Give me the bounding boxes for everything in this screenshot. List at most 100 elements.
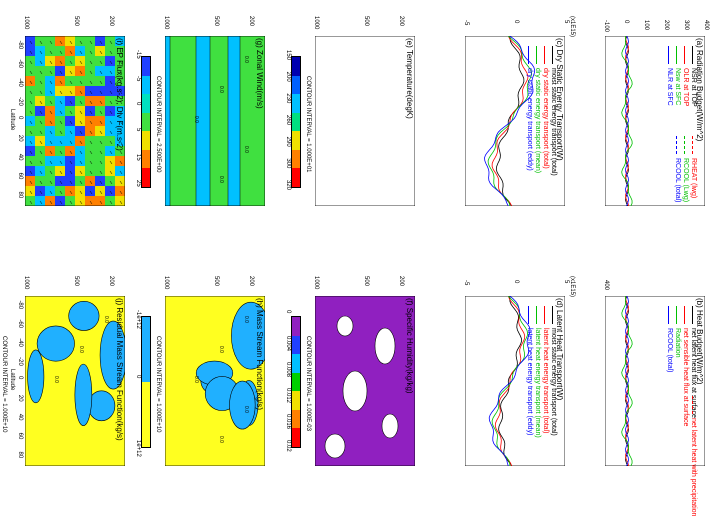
- colorbar-tick-label: -5: [135, 76, 141, 82]
- colorbar: [291, 316, 301, 448]
- legend-text: NLR at SFC: [666, 68, 673, 106]
- stream-cell: [74, 363, 93, 426]
- legend-text: dry static energy transport (total): [542, 68, 549, 169]
- legend-entry: RCOOL (Lwg): [681, 136, 689, 202]
- ep-flux-arrow: [89, 50, 93, 55]
- ep-flux-arrow: [119, 190, 123, 195]
- legend-swatch: [676, 306, 677, 324]
- colorbar-swatch: [142, 131, 150, 150]
- panel-g: 0.0 0.0 0.0 0.0 0.0: [122, 35, 266, 207]
- colorbar-swatch: [142, 57, 150, 76]
- legend-entry: latent heat energy transport (eddy): [525, 306, 533, 438]
- ep-flux-arrow: [49, 160, 53, 165]
- legend: NSR at TOP OLR at TOP Nsw at SFC NLR at SFC: [665, 46, 697, 107]
- x-tick-label: 0: [17, 116, 23, 120]
- series-line-3: [625, 295, 629, 467]
- y-tick-label: 0: [513, 20, 519, 24]
- x-axis-label: Latitude: [9, 369, 15, 391]
- legend-swatch: [528, 306, 529, 324]
- ep-flux-arrow: [69, 190, 73, 195]
- ep-flux-arrow: [59, 190, 63, 195]
- stream-cell: [36, 325, 75, 362]
- panel-title: (i) EP Flux(kg.s-2), Div F(m.s-2): [115, 38, 124, 151]
- legend-swatch: [544, 306, 545, 324]
- colorbar-tick-label: 300: [285, 158, 291, 169]
- ep-flux-arrow: [119, 180, 123, 185]
- ep-flux-arrow: [119, 40, 123, 45]
- legend-text: moist static energy transport (total): [550, 328, 557, 436]
- y-tick-label: 500: [73, 16, 79, 27]
- scale-label: (x1E15): [569, 276, 575, 298]
- contour-interval: CONTOUR INTERVAL = 2.500E+00: [155, 76, 161, 173]
- ep-flux-arrow: [39, 60, 43, 65]
- ep-flux-arrow: [119, 150, 123, 155]
- y-tick-label: 200: [398, 16, 404, 27]
- ep-flux-arrow: [59, 40, 63, 45]
- colorbar-swatch: [142, 382, 150, 447]
- colorbar-swatch: [292, 391, 300, 410]
- ep-flux-arrow: [109, 40, 113, 45]
- legend-text: moist static energy transport (total): [550, 68, 557, 176]
- series-line-0: [495, 36, 525, 207]
- ep-flux-arrow: [59, 50, 63, 55]
- legend-swatch: [692, 136, 693, 154]
- ep-flux-arrow: [109, 110, 113, 115]
- legend-text: RCOOL (Lwg): [682, 158, 689, 203]
- legend-text: RCOOL (total): [666, 328, 673, 373]
- ep-flux-arrow: [99, 140, 103, 145]
- ep-flux-arrow: [69, 170, 73, 175]
- legend-entry: Nsw at SFC: [673, 46, 681, 107]
- ep-flux-arrow: [49, 200, 53, 205]
- colorbar-swatch: [142, 112, 150, 132]
- ep-flux-arrow: [99, 110, 103, 115]
- ep-flux-arrow: [79, 80, 83, 85]
- ep-flux-arrow: [79, 200, 83, 205]
- colorbar-swatch: [142, 94, 150, 113]
- legend-text: RHEAT (lwg): [690, 158, 697, 199]
- contour-label: 0.0: [78, 346, 84, 353]
- ep-flux-arrow: [109, 50, 113, 55]
- ep-flux-arrow: [49, 190, 53, 195]
- x-tick-label: 20: [17, 394, 23, 402]
- x-tick-label: -20: [17, 97, 23, 106]
- ep-flux-arrow: [69, 110, 73, 115]
- x-tick-label: -40: [17, 78, 23, 87]
- series-line-3: [488, 295, 531, 467]
- panel-title: (g) Zonal Wind(m/s): [255, 38, 264, 109]
- panel-title: (f) Specific Humidity(kg/kg): [405, 298, 414, 394]
- legend-text: net sensible heat flux at surface: [682, 328, 689, 427]
- ep-flux-arrow: [79, 140, 83, 145]
- colorbar-tick-label: 260: [285, 115, 291, 126]
- legend-text: RCOOL (total): [674, 158, 681, 203]
- ep-flux-arrow: [59, 60, 63, 65]
- colorbar-swatch: [292, 75, 300, 95]
- contour-label: 0.0: [243, 56, 249, 63]
- contour-label: 0.0: [193, 116, 199, 123]
- ep-flux-arrow: [109, 190, 113, 195]
- legend-swatch: [692, 46, 693, 64]
- ep-flux-arrow: [69, 100, 73, 105]
- ep-flux-arrow: [109, 100, 113, 105]
- y-tick-label: 1000: [163, 16, 169, 30]
- y-tick-label: 200: [108, 276, 114, 287]
- legend-swatch: [692, 306, 693, 324]
- y-tick-label: 100: [643, 20, 649, 31]
- contour-label: 0.0: [218, 176, 224, 183]
- ep-flux-arrow: [89, 150, 93, 155]
- legend-swatch: [684, 136, 685, 154]
- contour-label: 0.0: [193, 376, 199, 383]
- wind-band: [227, 35, 241, 207]
- colorbar-swatch: [292, 317, 300, 336]
- ep-flux-arrow: [99, 170, 103, 175]
- colorbar-tick-label: 0.012: [285, 388, 291, 404]
- legend-right: RHEAT (lwg) RCOOL (Lwg) RCOOL (total): [673, 136, 697, 202]
- humidity-contour: [336, 315, 354, 337]
- ep-flux-arrow: [39, 150, 43, 155]
- legend-text: net latent heat with precipitation: [690, 418, 697, 517]
- legend-entry: NLR at SFC: [665, 46, 673, 107]
- ep-flux-arrow: [49, 170, 53, 175]
- colorbar-tick-label: 15: [135, 154, 141, 161]
- ep-flux-arrow: [59, 70, 63, 75]
- legend-entry: moist static energy transport (total): [549, 306, 557, 438]
- ep-flux-arrow: [39, 200, 43, 205]
